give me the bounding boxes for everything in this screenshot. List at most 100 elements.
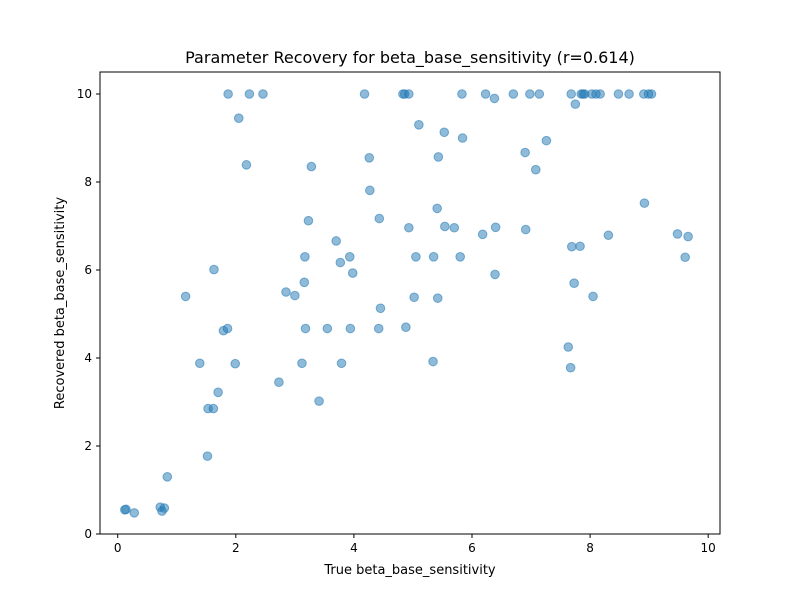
data-point-43 (373, 323, 384, 334)
data-point-51 (409, 292, 419, 303)
data-point-71 (520, 147, 530, 158)
data-point-2 (121, 504, 131, 515)
data-point-3 (129, 508, 140, 518)
data-point-14 (213, 387, 223, 398)
data-point-44 (374, 213, 385, 224)
axis-ticks: 0 2 4 6 8 10 0 2 4 6 8 10 (77, 87, 716, 555)
data-point-22 (258, 89, 268, 99)
data-point-8 (180, 291, 191, 302)
y-tick-label-0: 0 (84, 527, 92, 541)
data-point-99 (680, 252, 690, 263)
chart-title: Parameter Recovery for beta_base_sensiti… (185, 48, 635, 68)
data-point-88 (588, 291, 598, 302)
data-points (120, 89, 693, 518)
data-point-73 (525, 89, 535, 99)
data-point-42 (365, 185, 375, 196)
data-point-62 (455, 251, 465, 262)
data-point-56 (432, 203, 442, 214)
x-tick-label-2: 2 (232, 541, 240, 555)
data-point-100 (683, 231, 693, 242)
data-point-58 (433, 152, 444, 162)
data-point-9 (194, 358, 205, 369)
data-point-55 (428, 251, 439, 262)
data-point-74 (530, 164, 541, 175)
plot-area-frame (99, 71, 721, 535)
data-point-33 (322, 323, 333, 334)
data-point-49 (404, 89, 414, 99)
data-point-32 (314, 396, 324, 406)
data-point-48 (401, 322, 411, 333)
data-point-78 (565, 362, 576, 373)
data-point-35 (335, 257, 346, 268)
data-point-54 (428, 356, 438, 367)
data-point-52 (411, 251, 421, 262)
data-point-59 (439, 127, 450, 138)
data-point-10 (202, 451, 213, 461)
data-point-29 (300, 323, 311, 334)
data-point-23 (274, 377, 284, 388)
data-point-61 (449, 222, 460, 233)
data-point-37 (344, 251, 355, 262)
data-point-53 (414, 120, 424, 130)
data-point-79 (566, 89, 577, 99)
data-point-13 (209, 264, 219, 275)
data-point-21 (244, 89, 255, 99)
y-tick-label-6: 6 (84, 263, 92, 277)
data-point-7 (162, 472, 173, 482)
data-point-12 (208, 403, 219, 414)
data-point-83 (575, 241, 585, 252)
data-point-30 (303, 215, 314, 226)
data-point-24 (281, 287, 291, 297)
x-tick-label-8: 8 (586, 541, 594, 555)
y-tick-label-10: 10 (77, 87, 92, 101)
data-point-76 (541, 135, 552, 146)
data-point-50 (404, 222, 414, 233)
data-point-98 (672, 229, 683, 239)
data-point-31 (306, 161, 317, 172)
y-tick-label-8: 8 (84, 175, 92, 189)
data-point-95 (639, 198, 650, 208)
x-axis-label: True beta_base_sensitivity (323, 563, 496, 578)
data-point-26 (297, 358, 307, 369)
data-point-90 (595, 89, 605, 99)
data-point-63 (457, 89, 467, 99)
data-point-81 (569, 278, 579, 289)
data-point-40 (359, 89, 370, 99)
data-point-16 (222, 323, 233, 334)
y-axis-label: Recovered beta_base_sensitivity (53, 197, 68, 409)
data-point-38 (345, 323, 356, 334)
data-point-57 (432, 293, 443, 303)
x-tick-label-6: 6 (468, 541, 476, 555)
x-tick-label-4: 4 (350, 541, 358, 555)
data-point-64 (457, 133, 468, 143)
data-point-20 (241, 160, 252, 170)
data-point-68 (490, 269, 500, 280)
data-point-39 (347, 268, 358, 278)
data-point-97 (646, 89, 657, 99)
x-tick-label-10: 10 (701, 541, 716, 555)
data-point-82 (570, 99, 581, 109)
data-point-66 (480, 89, 491, 99)
data-point-92 (613, 89, 624, 99)
data-point-69 (490, 222, 501, 233)
data-point-36 (336, 358, 347, 369)
data-point-91 (603, 230, 614, 241)
data-point-77 (563, 342, 574, 352)
data-point-80 (566, 241, 577, 252)
data-point-41 (364, 153, 375, 163)
data-point-28 (300, 251, 310, 262)
data-point-18 (230, 358, 241, 369)
y-tick-label-4: 4 (84, 351, 92, 365)
data-point-17 (223, 89, 233, 99)
data-point-65 (477, 229, 488, 240)
data-point-6 (159, 503, 170, 513)
data-point-34 (331, 236, 341, 246)
data-point-19 (233, 113, 244, 123)
data-point-70 (508, 89, 519, 99)
data-point-25 (290, 290, 300, 301)
x-tick-label-0: 0 (114, 541, 122, 555)
data-point-93 (624, 89, 634, 99)
data-point-72 (520, 224, 531, 235)
